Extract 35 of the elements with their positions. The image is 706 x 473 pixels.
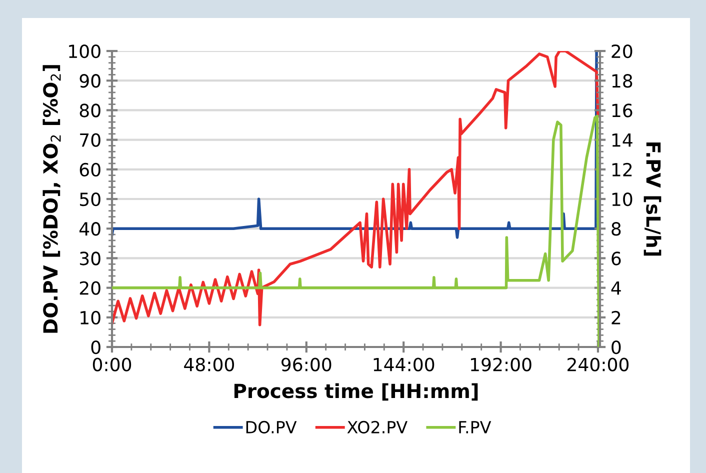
y2-tick-label: 12 bbox=[612, 162, 632, 176]
y-axis-title: DO.PV [%DO], XO$_{2}$ [%O$_{2}$] bbox=[42, 65, 61, 333]
y2-tick-label: 4 bbox=[611, 281, 621, 295]
y-tick-label: 90 bbox=[80, 74, 100, 88]
y-tick-label: 100 bbox=[69, 44, 100, 58]
y2-tick-label: 0 bbox=[612, 340, 621, 354]
x-tick-label: 48:00 bbox=[184, 358, 234, 372]
x-tick-label: 0:00 bbox=[92, 358, 132, 372]
y2-tick-label: 2 bbox=[612, 310, 620, 324]
y-tick-label: 50 bbox=[80, 192, 100, 206]
y-tick-label: 60 bbox=[80, 162, 100, 177]
y2-tick-label: 18 bbox=[612, 74, 632, 88]
x-axis-title: Process time [HH:mm] bbox=[234, 383, 478, 401]
y2-tick-label: 10 bbox=[612, 192, 632, 206]
y-tick-label: 80 bbox=[80, 104, 100, 118]
x-tick-label: 240:00 bbox=[568, 358, 629, 372]
x-tick-label: 96:00 bbox=[282, 358, 332, 372]
x-tick-label: 192:00 bbox=[471, 358, 532, 372]
y-tick-label: 20 bbox=[80, 281, 100, 295]
y2-tick-label: 6 bbox=[612, 252, 621, 266]
legend-label: XO2.PV bbox=[347, 420, 408, 434]
x-tick-label: 144:00 bbox=[374, 358, 434, 372]
y2-tick-label: 14 bbox=[612, 133, 632, 147]
y-tick-label: 30 bbox=[80, 252, 100, 266]
y-tick-label: 10 bbox=[80, 310, 100, 325]
y-tick-label: 0 bbox=[91, 340, 100, 354]
legend-label: F.PV bbox=[459, 421, 492, 434]
y-tick-label: 70 bbox=[80, 133, 100, 147]
line-series bbox=[112, 51, 600, 326]
y-tick-label: 40 bbox=[79, 222, 100, 236]
y2-tick-label: 16 bbox=[612, 104, 632, 118]
legend-label: DO.PV bbox=[246, 420, 297, 434]
y2-tick-label: 20 bbox=[612, 44, 632, 58]
y2-tick-label: 8 bbox=[612, 222, 621, 236]
y2-axis-title: F.PV [sL/h] bbox=[644, 142, 662, 256]
